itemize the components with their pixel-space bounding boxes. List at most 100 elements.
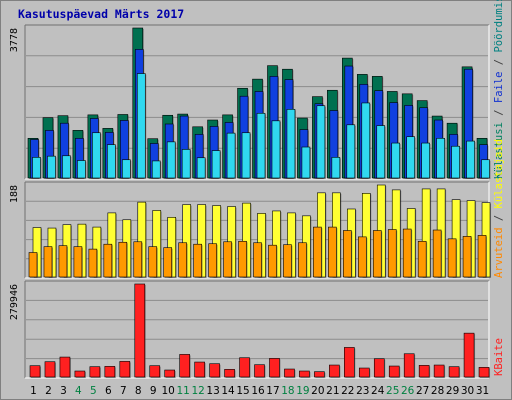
- bar-poordumisi: [436, 137, 445, 179]
- bar-arvuteid: [163, 247, 173, 278]
- bar-arvuteid: [343, 230, 352, 278]
- bar-arvuteid: [133, 241, 143, 278]
- x-tick-label: 8: [135, 385, 142, 397]
- x-tick-label: 23: [356, 385, 369, 397]
- bar-kbaite: [164, 369, 176, 378]
- legend-bottom: KBaite: [493, 338, 505, 376]
- x-tick-label: 16: [251, 385, 265, 397]
- x-tick-label: 6: [105, 385, 112, 397]
- bar-kbaite: [44, 361, 56, 378]
- legend-part: Külastusi: [493, 122, 505, 179]
- bar-arvuteid: [357, 236, 367, 278]
- bar-arvuteid: [148, 246, 158, 278]
- legend-part: Arvuteid: [493, 227, 505, 278]
- legend-part: /: [493, 103, 505, 122]
- bar-kbaite: [89, 366, 101, 378]
- bar-kbaite: [388, 365, 400, 378]
- x-tick-label: 27: [416, 385, 429, 397]
- bar-poordumisi: [406, 136, 415, 179]
- bar-poordumisi: [166, 141, 176, 179]
- bar-arvuteid: [28, 252, 38, 278]
- x-tick-label: 22: [341, 385, 354, 397]
- bar-arvuteid: [372, 230, 382, 278]
- bar-poordumisi: [466, 140, 475, 179]
- x-tick-label: 14: [221, 385, 235, 397]
- bar-poordumisi: [391, 142, 401, 179]
- bar-poordumisi: [107, 144, 116, 179]
- bar-poordumisi: [376, 125, 386, 179]
- legend-part: Faile: [493, 72, 505, 104]
- bar-arvuteid: [328, 226, 337, 278]
- bar-poordumisi: [421, 142, 430, 179]
- bar-arvuteid: [208, 243, 217, 278]
- bar-arvuteid: [283, 244, 292, 278]
- bar-arvuteid: [462, 236, 472, 278]
- bar-kbaite: [269, 358, 280, 378]
- legend-part: /: [493, 208, 505, 227]
- bar-kbaite: [209, 363, 220, 378]
- bar-poordumisi: [62, 155, 71, 179]
- bar-poordumisi: [361, 102, 371, 179]
- bar-poordumisi: [77, 160, 86, 179]
- bar-kbaite: [179, 354, 190, 378]
- legend-middle: Arvuteid / Külastajaid: [493, 139, 505, 278]
- x-tick-label: 30: [461, 385, 474, 397]
- bar-kbaite: [358, 367, 370, 378]
- x-tick-label: 10: [162, 385, 175, 397]
- x-tick-label: 25: [386, 385, 399, 397]
- bar-poordumisi: [151, 160, 161, 179]
- chart-title: Kasutuspäevad Märts 2017: [18, 7, 185, 21]
- bar-arvuteid: [178, 242, 187, 278]
- x-tick-label: 29: [446, 385, 459, 397]
- bar-arvuteid: [253, 242, 262, 278]
- bar-poordumisi: [346, 124, 356, 179]
- legend-part: /: [493, 53, 505, 72]
- bar-poordumisi: [286, 109, 296, 179]
- x-tick-label: 3: [60, 385, 67, 397]
- x-tick-label: 18: [281, 385, 294, 397]
- bar-arvuteid: [298, 242, 307, 278]
- bar-kbaite: [239, 357, 250, 378]
- bar-arvuteid: [447, 238, 457, 278]
- bar-kbaite: [74, 370, 86, 378]
- bar-kbaite: [403, 353, 415, 378]
- x-tick-label: 17: [266, 385, 279, 397]
- bar-kbaite: [418, 365, 430, 378]
- x-tick-label: 12: [191, 385, 204, 397]
- bar-poordumisi: [136, 73, 146, 179]
- bar-poordumisi: [256, 112, 266, 179]
- legend-part: KBaite: [493, 338, 505, 376]
- bar-arvuteid: [73, 246, 83, 278]
- bar-arvuteid: [313, 226, 322, 278]
- legend-top: Külastusi / Faile / Pöördumisi: [493, 0, 505, 179]
- x-tick-label: 26: [401, 385, 415, 397]
- x-tick-label: 9: [150, 385, 157, 397]
- bar-kbaite: [149, 365, 161, 378]
- x-tick-label: 2: [45, 385, 52, 397]
- bar-arvuteid: [238, 240, 247, 278]
- x-tick-label: 7: [120, 385, 127, 397]
- x-tick-label: 15: [236, 385, 249, 397]
- bar-arvuteid: [58, 245, 68, 278]
- x-tick-label: 4: [75, 385, 82, 397]
- panel-bottom: [25, 281, 489, 378]
- x-tick-label: 20: [311, 385, 324, 397]
- y-max-label: 188: [9, 185, 20, 203]
- bar-kbaite: [119, 361, 131, 378]
- x-tick-label: 5: [90, 385, 97, 397]
- bar-kbaite: [194, 361, 205, 378]
- bar-arvuteid: [402, 228, 412, 278]
- bar-poordumisi: [301, 146, 311, 179]
- x-tick-label: 31: [476, 385, 489, 397]
- x-tick-label: 13: [206, 385, 219, 397]
- bar-arvuteid: [387, 229, 397, 278]
- bar-kbaite: [463, 332, 475, 378]
- x-tick-label: 11: [176, 385, 189, 397]
- x-tick-label: 28: [431, 385, 444, 397]
- bar-kbaite: [344, 347, 355, 378]
- x-tick-label: 24: [371, 385, 385, 397]
- legend-part: Külastajaid: [493, 139, 505, 209]
- y-max-label: 279946: [9, 284, 20, 320]
- bar-kbaite: [448, 366, 460, 378]
